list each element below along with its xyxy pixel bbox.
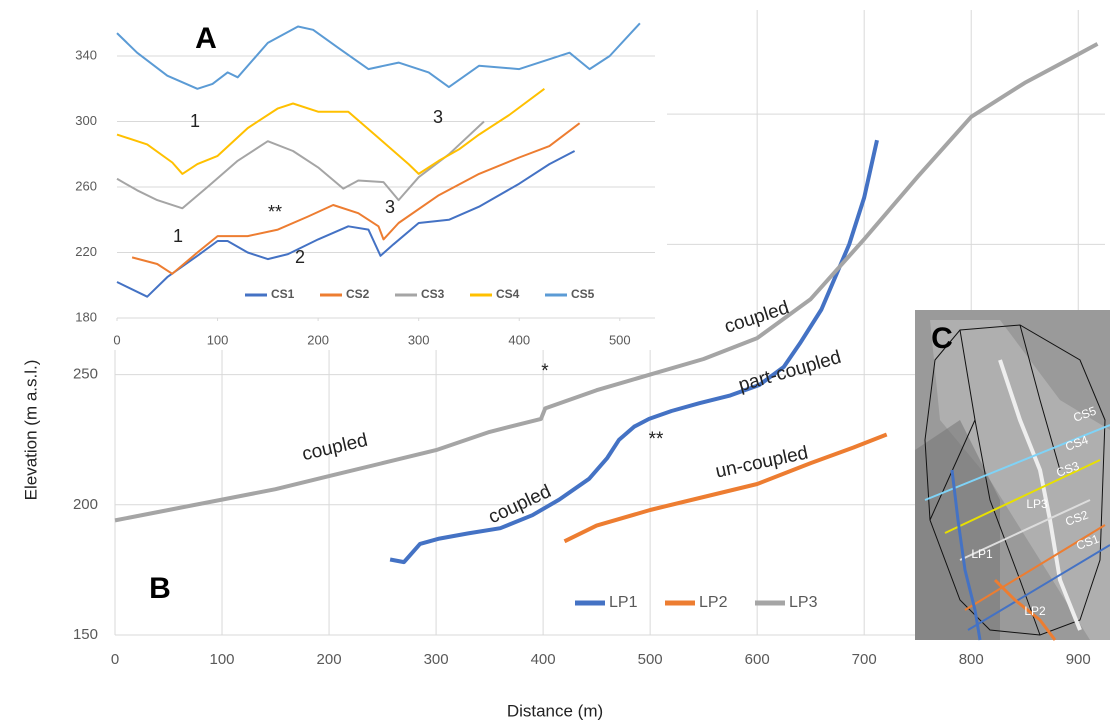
transect-cs1 bbox=[967, 544, 1110, 631]
x-tick-label: 600 bbox=[745, 651, 770, 668]
chart-A: 180 220 260 300 340 0 100 200 300 400 500 CS1 CS2 CS3… bbox=[35, 0, 667, 350]
x-tick-label: 400 bbox=[531, 651, 556, 668]
x-tick-label: 100 bbox=[207, 332, 229, 347]
legend-label: LP3 bbox=[789, 594, 818, 611]
series-line bbox=[563, 432, 888, 544]
annotation: 2 bbox=[295, 247, 305, 267]
y-tick-label: 250 bbox=[73, 366, 98, 383]
legend-label: CS5 bbox=[571, 287, 595, 301]
series-line bbox=[131, 122, 581, 275]
x-tick-label: 100 bbox=[210, 651, 235, 668]
annotation: coupled bbox=[300, 430, 370, 465]
x-tick-label: 500 bbox=[609, 332, 631, 347]
legend-label: LP2 bbox=[699, 594, 728, 611]
y-tick-label: 220 bbox=[75, 244, 97, 259]
transect-cs5 bbox=[924, 424, 1110, 501]
map-panel-label: C bbox=[931, 322, 953, 355]
legend-label: CS3 bbox=[421, 287, 445, 301]
profile-lp2 bbox=[993, 578, 1057, 641]
map-label: LP2 bbox=[1024, 604, 1046, 618]
x-tick-label: 300 bbox=[408, 332, 430, 347]
x-tick-label: 0 bbox=[113, 332, 120, 347]
x-tick-label: 0 bbox=[111, 651, 119, 668]
profile-lp1 bbox=[950, 469, 982, 641]
annotation: * bbox=[541, 361, 549, 382]
annotation: 1 bbox=[173, 226, 183, 246]
legend-label: LP1 bbox=[609, 594, 638, 611]
x-tick-label: 400 bbox=[508, 332, 530, 347]
x-tick-label: 200 bbox=[317, 651, 342, 668]
y-tick-label: 200 bbox=[73, 496, 98, 513]
transect-cs2 bbox=[964, 524, 1106, 611]
series-line bbox=[114, 42, 1099, 523]
annotation: ** bbox=[649, 429, 664, 450]
annotation: 3 bbox=[385, 197, 395, 217]
y-tick-label: 150 bbox=[73, 626, 98, 643]
panel-label: A bbox=[195, 22, 217, 55]
series-line bbox=[116, 120, 485, 210]
series-line bbox=[116, 22, 641, 90]
y-tick-label: 180 bbox=[75, 309, 97, 324]
annotation: ** bbox=[268, 202, 282, 222]
series-line bbox=[389, 139, 879, 565]
legend-label: CS2 bbox=[346, 287, 370, 301]
map-label: LP3 bbox=[1026, 497, 1048, 511]
inset-background bbox=[35, 0, 667, 350]
transect-cs3 bbox=[959, 499, 1091, 561]
x-tick-label: 200 bbox=[307, 332, 329, 347]
legend-label: CS1 bbox=[271, 287, 295, 301]
annotation: un-coupled bbox=[714, 442, 810, 482]
annotation: part-coupled bbox=[736, 347, 843, 396]
annotation: 3 bbox=[433, 107, 443, 127]
x-tick-label: 900 bbox=[1066, 651, 1091, 668]
series-line bbox=[116, 150, 576, 298]
panel-label: B bbox=[149, 572, 171, 605]
map-texture bbox=[930, 320, 1110, 640]
map-label: LP1 bbox=[971, 547, 993, 561]
series-line bbox=[116, 87, 545, 175]
y-tick-label: 260 bbox=[75, 178, 97, 193]
map-shade bbox=[915, 420, 1000, 640]
x-axis-label: Distance (m) bbox=[507, 701, 603, 720]
x-tick-label: 800 bbox=[959, 651, 984, 668]
x-tick-label: 700 bbox=[852, 651, 877, 668]
legend-label: CS4 bbox=[496, 287, 520, 301]
x-tick-label: 500 bbox=[638, 651, 663, 668]
y-tick-label: 340 bbox=[75, 47, 97, 62]
stream bbox=[998, 359, 1082, 631]
x-tick-label: 300 bbox=[424, 651, 449, 668]
y-axis-label: Elevation (m a.s.l.) bbox=[21, 360, 40, 501]
annotation: 1 bbox=[190, 111, 200, 131]
y-tick-label: 300 bbox=[75, 113, 97, 128]
transect-cs4 bbox=[944, 459, 1101, 534]
